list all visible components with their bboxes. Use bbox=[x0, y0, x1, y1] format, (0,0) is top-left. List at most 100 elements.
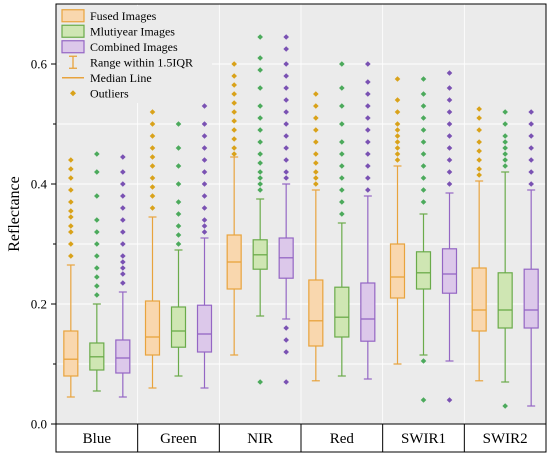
outlier-point bbox=[283, 337, 289, 343]
outlier-point bbox=[339, 163, 345, 169]
outlier-point bbox=[257, 379, 263, 385]
outlier-point bbox=[365, 187, 371, 193]
outlier-point bbox=[149, 175, 156, 181]
outlier-point bbox=[446, 85, 453, 91]
outlier-point bbox=[231, 82, 237, 88]
outlier-point bbox=[283, 169, 289, 175]
legend-swatch bbox=[61, 9, 85, 23]
box-red-3 bbox=[360, 61, 376, 380]
outlier-point bbox=[120, 205, 126, 211]
outlier-point bbox=[476, 172, 482, 178]
outlier-point bbox=[201, 229, 208, 235]
outlier-point bbox=[528, 169, 534, 175]
outlier-point bbox=[201, 169, 208, 175]
outlier-point bbox=[446, 133, 453, 139]
iqr-box bbox=[63, 330, 79, 377]
outlier-point bbox=[201, 103, 208, 109]
box-swir1-3 bbox=[441, 70, 458, 403]
outlier-point bbox=[365, 61, 371, 67]
outlier-point bbox=[283, 121, 289, 127]
box-nir-1 bbox=[226, 61, 242, 356]
outlier-point bbox=[339, 61, 345, 67]
outlier-point bbox=[120, 265, 126, 271]
outlier-point bbox=[283, 61, 289, 67]
outlier-point bbox=[313, 169, 319, 175]
outlier-point bbox=[313, 160, 319, 166]
outlier-point bbox=[394, 127, 401, 133]
category-label-red: Red bbox=[330, 431, 355, 447]
outlier-point bbox=[68, 253, 74, 259]
iqr-box bbox=[115, 339, 131, 374]
iqr-box bbox=[144, 300, 161, 356]
legend-label: Median Line bbox=[90, 71, 152, 85]
box-swir2-2 bbox=[497, 109, 513, 409]
box-green-2 bbox=[170, 97, 187, 377]
outlier-point bbox=[175, 163, 182, 169]
outlier-point bbox=[528, 181, 534, 187]
outlier-point bbox=[339, 175, 345, 181]
y-tick-label: 0.2 bbox=[31, 297, 47, 312]
outlier-point bbox=[313, 115, 319, 121]
outlier-point bbox=[502, 121, 508, 127]
outlier-point bbox=[283, 349, 289, 355]
outlier-point bbox=[120, 229, 126, 235]
outlier-point bbox=[201, 193, 208, 199]
y-axis: 0.0 0.2 0.4 0.6 bbox=[31, 57, 56, 432]
outlier-point bbox=[420, 76, 427, 82]
outlier-point bbox=[68, 208, 74, 214]
outlier-point bbox=[68, 241, 74, 247]
outlier-point bbox=[420, 91, 427, 97]
outlier-point bbox=[365, 127, 371, 133]
iqr-box bbox=[471, 267, 487, 332]
outlier-point bbox=[365, 91, 371, 97]
outlier-point bbox=[120, 271, 126, 277]
iqr-box bbox=[334, 286, 350, 338]
legend-bg bbox=[60, 6, 212, 103]
outlier-point bbox=[257, 175, 263, 181]
outlier-point bbox=[283, 157, 289, 163]
outlier-point bbox=[313, 103, 319, 109]
outlier-point bbox=[313, 151, 319, 157]
outlier-point bbox=[394, 109, 401, 115]
outlier-point bbox=[394, 133, 401, 139]
outlier-point bbox=[68, 223, 74, 229]
outlier-point bbox=[394, 121, 401, 127]
outlier-point bbox=[283, 34, 289, 40]
box-nir-3 bbox=[278, 34, 294, 385]
outlier-point bbox=[175, 145, 182, 151]
outlier-point bbox=[420, 397, 427, 403]
outlier-point bbox=[446, 145, 453, 151]
outlier-point bbox=[175, 232, 182, 238]
outlier-point bbox=[528, 109, 534, 115]
outlier-point bbox=[149, 184, 156, 190]
outlier-point bbox=[231, 109, 237, 115]
outlier-point bbox=[420, 103, 427, 109]
outlier-point bbox=[149, 109, 156, 115]
legend-label: Outliers bbox=[90, 86, 129, 100]
outlier-point bbox=[420, 139, 427, 145]
outlier-point bbox=[420, 358, 427, 364]
outlier-point bbox=[502, 139, 508, 145]
outlier-point bbox=[365, 139, 371, 145]
outlier-point bbox=[257, 151, 263, 157]
outlier-point bbox=[502, 403, 508, 409]
outlier-point bbox=[120, 193, 126, 199]
outlier-point bbox=[283, 109, 289, 115]
iqr-box bbox=[360, 282, 376, 342]
outlier-point bbox=[94, 151, 100, 157]
outlier-point bbox=[94, 229, 100, 235]
box-swir2-3 bbox=[523, 109, 539, 407]
outlier-point bbox=[149, 163, 156, 169]
category-label-green: Green bbox=[160, 431, 197, 447]
outlier-point bbox=[201, 181, 208, 187]
outlier-point bbox=[446, 397, 453, 403]
y-axis-title: Reflectance bbox=[6, 176, 23, 252]
outlier-point bbox=[313, 127, 319, 133]
legend-label: Range within 1.5IQR bbox=[90, 55, 193, 69]
iqr-box bbox=[523, 268, 539, 329]
legend-label: Combined Images bbox=[90, 40, 178, 54]
outlier-point bbox=[231, 100, 237, 106]
outlier-point bbox=[394, 76, 401, 82]
